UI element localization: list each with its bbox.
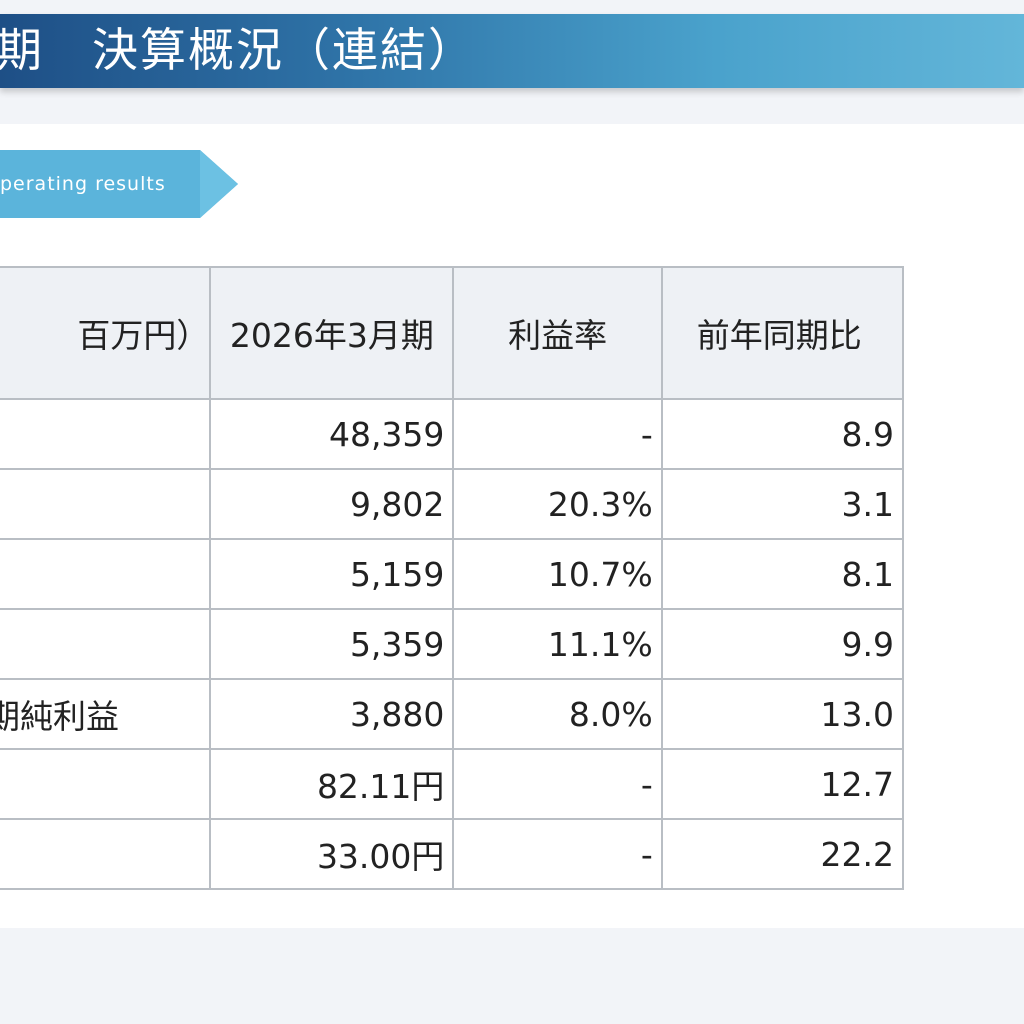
- table-row: 当たり） 33.00円 - 22.2: [0, 818, 905, 890]
- row-yoy: 8.1: [660, 538, 905, 610]
- page-title: 期 決算概況（連結）: [0, 23, 476, 77]
- row-label: [0, 468, 212, 540]
- row-margin: -: [452, 818, 663, 890]
- row-value: 48,359: [209, 398, 455, 470]
- row-value: 3,880: [209, 678, 455, 750]
- table-header-row: 百万円） 2026年3月期 利益率 前年同期比: [0, 266, 905, 400]
- row-label: [0, 608, 212, 680]
- row-yoy: 12.7: [660, 748, 905, 820]
- header-unit: 百万円）: [0, 266, 212, 400]
- row-yoy: 22.2: [660, 818, 905, 890]
- row-yoy: 3.1: [660, 468, 905, 540]
- row-label: 当たり）: [0, 818, 212, 890]
- table-row: 48,359 - 8.9: [0, 398, 905, 470]
- arrow-tag-shape: [0, 150, 238, 218]
- row-margin: 20.3%: [452, 468, 663, 540]
- results-table: 百万円） 2026年3月期 利益率 前年同期比 48,359 - 8.9 9,8…: [0, 266, 905, 890]
- results-table-wrapper: 百万円） 2026年3月期 利益率 前年同期比 48,359 - 8.9 9,8…: [0, 266, 1024, 890]
- row-margin: -: [452, 748, 663, 820]
- row-value: 9,802: [209, 468, 455, 540]
- row-value: 33.00円: [209, 818, 455, 890]
- row-value: 5,159: [209, 538, 455, 610]
- row-label: [0, 538, 212, 610]
- row-value: 82.11円: [209, 748, 455, 820]
- section-tag-label: perating results: [0, 173, 166, 195]
- section-tag: perating results: [0, 150, 240, 218]
- table-row: 5,359 11.1% 9.9: [0, 608, 905, 680]
- row-margin: 11.1%: [452, 608, 663, 680]
- title-bar: 期 決算概況（連結）: [0, 14, 1024, 88]
- row-margin: -: [452, 398, 663, 470]
- table-row: 5,159 10.7% 8.1: [0, 538, 905, 610]
- header-yoy: 前年同期比: [660, 266, 905, 400]
- row-yoy: 13.0: [660, 678, 905, 750]
- row-margin: 8.0%: [452, 678, 663, 750]
- row-margin: 10.7%: [452, 538, 663, 610]
- row-value: 5,359: [209, 608, 455, 680]
- table-row: する当期純利益 3,880 8.0% 13.0: [0, 678, 905, 750]
- table-row: 82.11円 - 12.7: [0, 748, 905, 820]
- header-margin: 利益率: [452, 266, 663, 400]
- row-yoy: 8.9: [660, 398, 905, 470]
- row-label: する当期純利益: [0, 678, 212, 750]
- table-row: 9,802 20.3% 3.1: [0, 468, 905, 540]
- row-label: [0, 748, 212, 820]
- row-yoy: 9.9: [660, 608, 905, 680]
- header-period: 2026年3月期: [209, 266, 455, 400]
- row-label: [0, 398, 212, 470]
